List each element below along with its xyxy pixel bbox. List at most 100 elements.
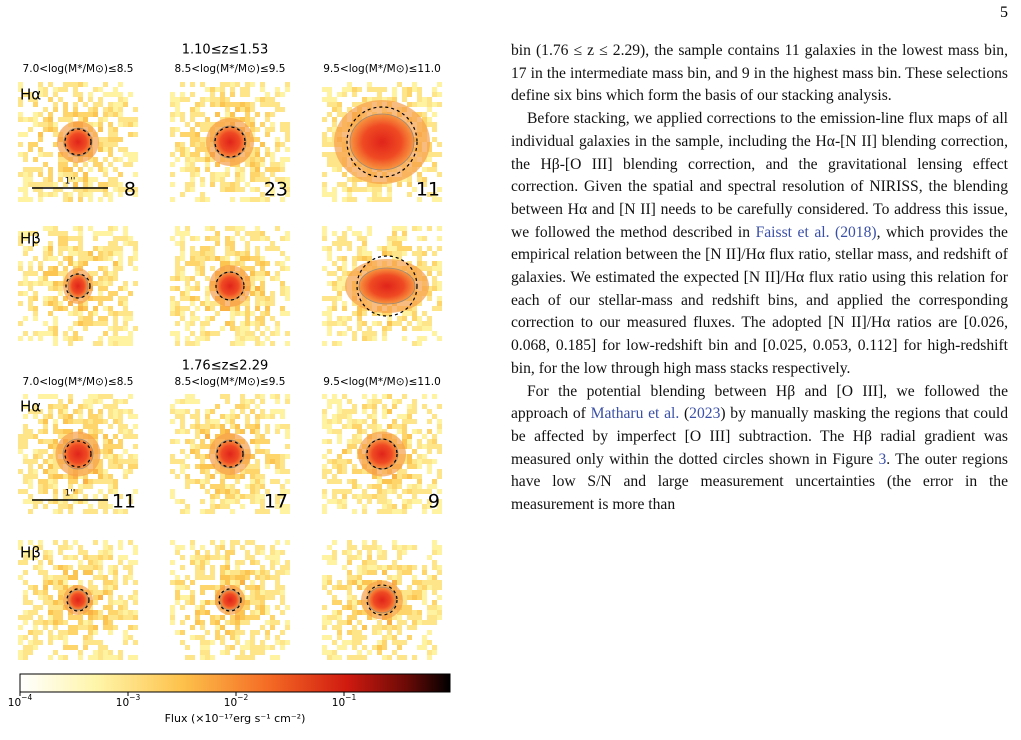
- flux-pixel: [73, 226, 78, 231]
- flux-pixel: [108, 580, 113, 585]
- flux-pixel: [93, 231, 98, 236]
- flux-pixel: [432, 331, 437, 336]
- flux-pixel: [98, 650, 103, 655]
- flux-pixel: [422, 112, 427, 117]
- flux-pixel: [240, 504, 245, 509]
- flux-pixel: [337, 291, 342, 296]
- flux-pixel: [250, 429, 255, 434]
- flux-pixel: [78, 336, 83, 341]
- citation-link[interactable]: Faisst et al. (2018): [755, 223, 877, 241]
- flux-pixel: [98, 296, 103, 301]
- flux-pixel: [347, 575, 352, 580]
- flux-pixel: [382, 87, 387, 92]
- flux-pixel: [255, 459, 260, 464]
- flux-pixel: [180, 147, 185, 152]
- flux-pixel: [225, 474, 230, 479]
- flux-pixel: [225, 414, 230, 419]
- flux-pixel: [280, 464, 285, 469]
- flux-pixel: [170, 306, 175, 311]
- citation-link[interactable]: Matharu et al.: [590, 405, 680, 423]
- flux-pixel: [270, 625, 275, 630]
- flux-pixel: [432, 87, 437, 92]
- flux-pixel: [68, 555, 73, 560]
- flux-pixel: [170, 311, 175, 316]
- flux-pixel: [397, 575, 402, 580]
- flux-pixel: [38, 137, 43, 142]
- flux-pixel: [437, 565, 442, 570]
- flux-pixel: [412, 459, 417, 464]
- flux-pixel: [200, 261, 205, 266]
- flux-pixel: [220, 499, 225, 504]
- flux-pixel: [63, 409, 68, 414]
- flux-pixel: [103, 172, 108, 177]
- citation-link[interactable]: 2023: [689, 405, 721, 423]
- flux-pixel: [175, 107, 180, 112]
- flux-pixel: [113, 484, 118, 489]
- flux-pixel: [103, 286, 108, 291]
- flux-pixel: [397, 640, 402, 645]
- flux-pixel: [367, 197, 372, 202]
- flux-pixel: [113, 625, 118, 630]
- flux-pixel: [133, 454, 138, 459]
- flux-pixel: [108, 585, 113, 590]
- flux-pixel: [372, 625, 377, 630]
- flux-pixel: [285, 127, 290, 132]
- flux-pixel: [427, 585, 432, 590]
- flux-pixel: [412, 82, 417, 87]
- flux-pixel: [48, 484, 53, 489]
- flux-pixel: [230, 102, 235, 107]
- citation-link[interactable]: 3: [878, 450, 887, 468]
- flux-pixel: [275, 504, 280, 509]
- flux-pixel: [113, 459, 118, 464]
- flux-pixel: [427, 226, 432, 231]
- flux-pixel: [402, 434, 407, 439]
- flux-pixel: [23, 414, 28, 419]
- flux-pixel: [118, 509, 123, 514]
- flux-pixel: [377, 640, 382, 645]
- flux-pixel: [327, 137, 332, 142]
- flux-pixel: [285, 504, 290, 509]
- flux-pixel: [285, 231, 290, 236]
- flux-pixel: [33, 404, 38, 409]
- flux-pixel: [48, 271, 53, 276]
- flux-pixel: [215, 494, 220, 499]
- flux-pixel: [63, 655, 68, 660]
- flux-pixel: [128, 331, 133, 336]
- flux-pixel: [18, 650, 23, 655]
- flux-pixel: [23, 192, 28, 197]
- flux-pixel: [48, 281, 53, 286]
- flux-pixel: [73, 321, 78, 326]
- flux-pixel: [382, 251, 387, 256]
- flux-pixel: [337, 585, 342, 590]
- flux-pixel: [220, 565, 225, 570]
- flux-pixel: [103, 404, 108, 409]
- flux-pixel: [180, 545, 185, 550]
- flux-pixel: [372, 630, 377, 635]
- flux-pixel: [260, 600, 265, 605]
- flux-pixel: [215, 620, 220, 625]
- flux-pixel: [38, 276, 43, 281]
- flux-pixel: [407, 404, 412, 409]
- flux-pixel: [195, 429, 200, 434]
- flux-pixel: [387, 620, 392, 625]
- flux-pixel: [245, 419, 250, 424]
- flux-pixel: [382, 489, 387, 494]
- flux-pixel: [68, 197, 73, 202]
- flux-pixel: [190, 635, 195, 640]
- flux-pixel: [402, 246, 407, 251]
- flux-pixel: [260, 494, 265, 499]
- flux-pixel: [88, 429, 93, 434]
- flux-pixel: [205, 550, 210, 555]
- flux-pixel: [332, 595, 337, 600]
- flux-pixel: [432, 540, 437, 545]
- flux-pixel: [265, 197, 270, 202]
- flux-pixel: [58, 177, 63, 182]
- flux-pixel: [18, 575, 23, 580]
- flux-pixel: [362, 419, 367, 424]
- flux-pixel: [250, 635, 255, 640]
- flux-pixel: [113, 236, 118, 241]
- flux-pixel: [83, 177, 88, 182]
- flux-pixel: [327, 326, 332, 331]
- flux-pixel: [48, 404, 53, 409]
- flux-pixel: [322, 87, 327, 92]
